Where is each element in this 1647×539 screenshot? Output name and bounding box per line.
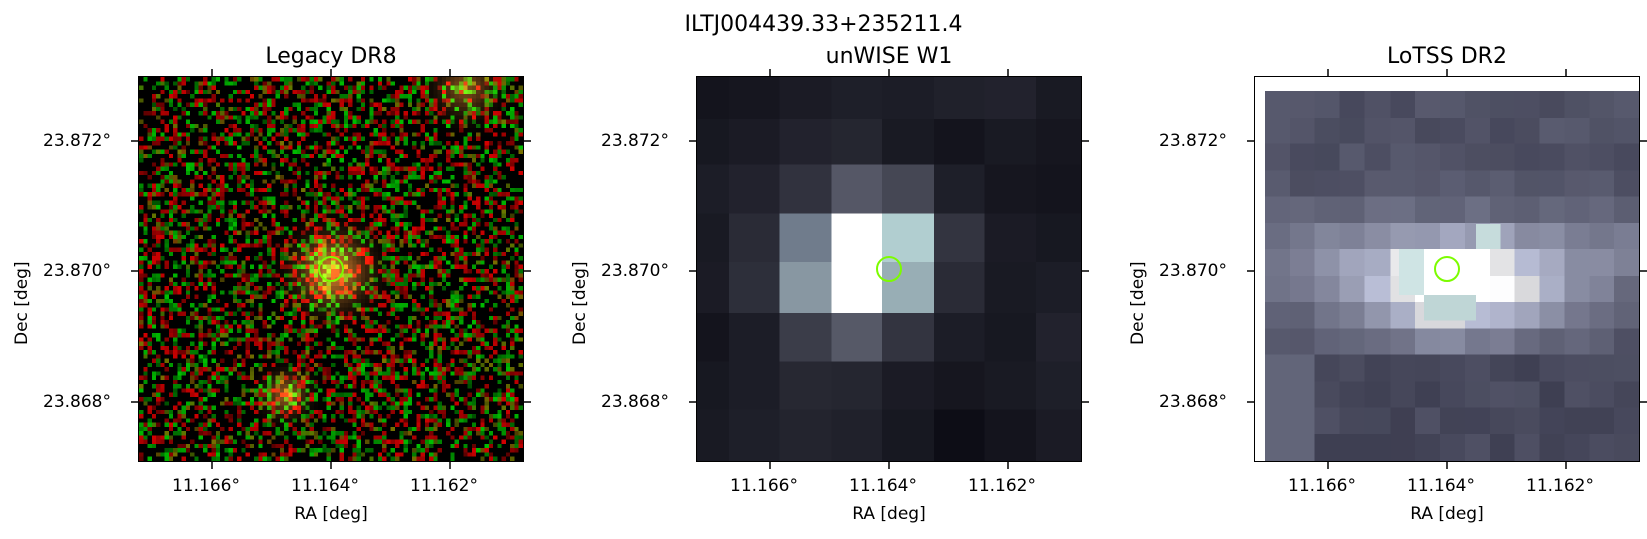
panel-title-legacy: Legacy DR8 (265, 44, 397, 69)
ytick-unwise-2: 23.870° (601, 261, 669, 281)
image-legacy-dr8 (138, 76, 524, 462)
ytick-lotss-1: 23.872° (1159, 131, 1227, 151)
lotss-image-canvas (1255, 77, 1639, 461)
panel-title-unwise: unWISE W1 (825, 44, 953, 69)
xlabel-legacy: RA [deg] (294, 504, 368, 524)
unwise-image-canvas (697, 77, 1081, 461)
xtick-unwise-1: 11.166° (730, 476, 798, 496)
xtick-unwise-2: 11.164° (849, 476, 917, 496)
ylabel-unwise: Dec [deg] (570, 261, 590, 345)
xlabel-lotss: RA [deg] (1410, 504, 1484, 524)
figure-title: ILTJ004439.33+235211.4 (684, 12, 963, 37)
ylabel-lotss: Dec [deg] (1128, 261, 1148, 345)
xtick-legacy-3: 11.162° (410, 476, 478, 496)
image-lotss-dr2 (1254, 76, 1640, 462)
ytick-legacy-1: 23.872° (43, 131, 111, 151)
ylabel-legacy: Dec [deg] (12, 261, 32, 345)
ytick-unwise-3: 23.868° (601, 392, 669, 412)
panel-title-lotss: LoTSS DR2 (1387, 44, 1507, 69)
ytick-lotss-3: 23.868° (1159, 392, 1227, 412)
legacy-image-canvas (139, 77, 523, 461)
ytick-lotss-2: 23.870° (1159, 261, 1227, 281)
xtick-lotss-2: 11.164° (1407, 476, 1475, 496)
xtick-lotss-3: 11.162° (1526, 476, 1594, 496)
xlabel-unwise: RA [deg] (852, 504, 926, 524)
xtick-legacy-1: 11.166° (172, 476, 240, 496)
ytick-legacy-3: 23.868° (43, 392, 111, 412)
image-unwise-w1 (696, 76, 1082, 462)
xtick-unwise-3: 11.162° (968, 476, 1036, 496)
ytick-legacy-2: 23.870° (43, 261, 111, 281)
xtick-legacy-2: 11.164° (291, 476, 359, 496)
xtick-lotss-1: 11.166° (1288, 476, 1356, 496)
ytick-unwise-1: 23.872° (601, 131, 669, 151)
